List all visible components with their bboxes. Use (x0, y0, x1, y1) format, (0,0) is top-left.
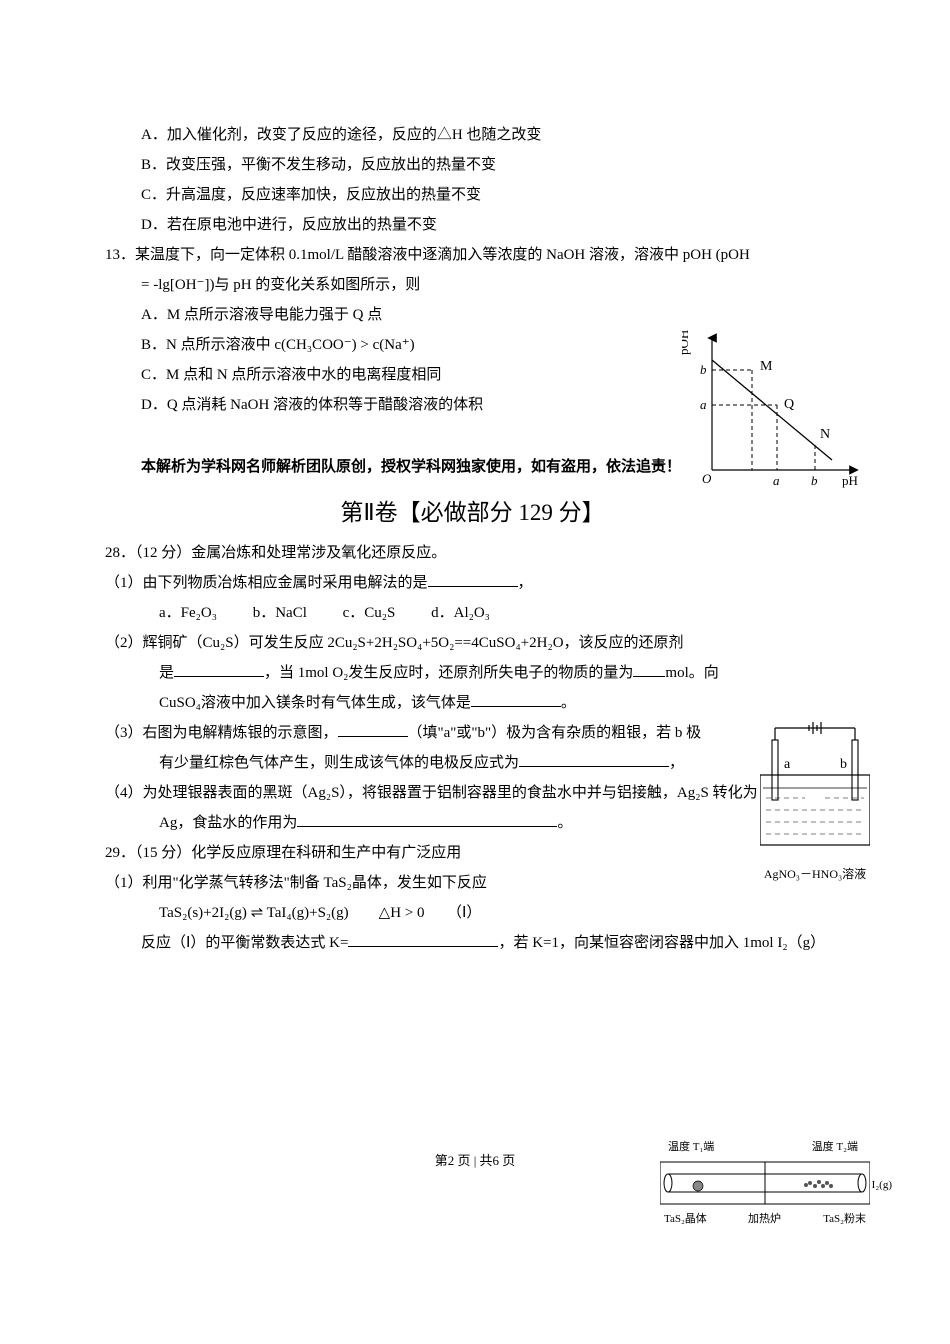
blank (338, 721, 408, 737)
choice-d: d．Al₂O₃ (431, 598, 490, 628)
furnace-mid-bot: 加热炉 (748, 1208, 781, 1230)
blank (297, 811, 557, 827)
blank (174, 661, 264, 677)
q28-choices: a．Fe₂O₃ b．NaCl c．Cu₂S d．Al₂O₃ (105, 598, 840, 628)
q28-p3a: （3）右图为电解精炼银的示意图， (105, 725, 338, 741)
blank (471, 691, 561, 707)
q13-stem-1: 13．某温度下，向一定体积 0.1mol/L 醋酸溶液中逐滴加入等浓度的 NaO… (105, 240, 840, 270)
q12-option-b: B．改变压强，平衡不发生移动，反应放出的热量不变 (105, 150, 840, 180)
q28-p4b: Ag，食盐水的作用为 (159, 815, 297, 831)
q28-part1: （1）由下列物质冶炼相应金属时采用电解法的是 ， (105, 568, 840, 598)
page-footer: 第2 页 | 共6 页 (0, 1148, 950, 1174)
q28-p2-line1: （2）辉铜矿（Cu₂S）可发生反应 2Cu₂S+2H₂SO₄+5O₂==4CuS… (105, 628, 840, 658)
q29-eq: TaS₂(s)+2I₂(g) ⇌ TaI₄(g)+S₂(g) △H > 0 （Ⅰ… (105, 898, 840, 928)
tick-a-x: a (773, 473, 780, 488)
apparatus-caption: AgNO₃－HNO₃溶液 (740, 862, 890, 886)
q29-p1c: ，若 K=1，向某恒容密闭容器中加入 1mol I₂（g） (498, 935, 825, 951)
q28-p3-line2: 有少量红棕色气体产生，则生成该气体的电极反应式为 ， (105, 748, 840, 778)
q12-option-c: C．升高温度，反应速率加快，反应放出的热量不变 (105, 180, 840, 210)
electrolysis-apparatus-icon: a b (760, 720, 870, 860)
q28-p2e: CuSO₄溶液中加入镁条时有气体生成，该气体是 (159, 695, 471, 711)
q29-p1b: 反应（Ⅰ）的平衡常数表达式 K= (141, 935, 348, 951)
blank (348, 931, 498, 947)
q29-p1a: （1）利用"化学蒸气转移法"制备 TaS₂晶体，发生如下反应 (105, 868, 840, 898)
point-n: N (820, 427, 830, 442)
choice-c: c．Cu₂S (343, 598, 396, 628)
q28-p2-line2: 是 ，当 1mol O₂发生反应时，还原剂所失电子的物质的量为 mol。向 (105, 658, 840, 688)
q28-p2f: 。 (561, 695, 576, 711)
q28-p4-line1: （4）为处理银器表面的黑斑（Ag₂S），将银器置于铝制容器里的食盐水中并与铝接触… (105, 778, 840, 808)
q28-p2c: ，当 1mol O₂发生反应时，还原剂所失电子的物质的量为 (264, 665, 633, 681)
q28-p3-line1: （3）右图为电解精炼银的示意图， （填"a"或"b"）极为含有杂质的粗银，若 b … (105, 718, 840, 748)
q12-option-a: A．加入催化剂，改变了反应的途径，反应的△H 也随之改变 (105, 120, 840, 150)
electrode-b-label: b (840, 757, 847, 772)
q13-stem-2: = -lg[OH⁻])与 pH 的变化关系如图所示，则 (105, 270, 840, 300)
point-m: M (760, 359, 773, 374)
tick-b-y: b (700, 362, 707, 377)
q28-p3c: 有少量红棕色气体产生，则生成该气体的电极反应式为 (159, 755, 519, 771)
choice-b: b．NaCl (253, 598, 307, 628)
electrode-a-label: a (784, 757, 791, 772)
tick-a-y: a (700, 397, 707, 412)
section-title: 第Ⅱ卷【必做部分 129 分】 (105, 490, 840, 536)
blank (428, 571, 518, 587)
y-axis-label: pOH (682, 330, 691, 355)
q29-p1-line2: 反应（Ⅰ）的平衡常数表达式 K= ，若 K=1，向某恒容密闭容器中加入 1mol … (105, 928, 840, 958)
q13-option-a: A．M 点所示溶液导电能力强于 Q 点 (105, 300, 840, 330)
q29-stem: 29．（15 分）化学反应原理在科研和生产中有广泛应用 (105, 838, 840, 868)
q28-p2d: mol。向 (665, 665, 718, 681)
q28-p2-line3: CuSO₄溶液中加入镁条时有气体生成，该气体是 。 (105, 688, 840, 718)
blank (633, 661, 665, 677)
furnace-right-bot: TaS₂粉末 (823, 1208, 866, 1230)
q28-p1-text-b: ， (518, 575, 533, 591)
q28-p4c: 。 (557, 815, 572, 831)
choice-a: a．Fe₂O₃ (159, 598, 217, 628)
q28-p2b: 是 (159, 665, 174, 681)
q28-stem: 28．（12 分）金属冶炼和处理常涉及氧化还原反应。 (105, 538, 840, 568)
x-axis-label: pH (842, 473, 858, 488)
tick-b-x: b (811, 473, 818, 488)
blank (519, 751, 669, 767)
furnace-left-bot: TaS₂晶体 (664, 1208, 707, 1230)
furnace-i2: I₂(g) (872, 1174, 892, 1196)
q28-p1-text-a: （1）由下列物质冶炼相应金属时采用电解法的是 (105, 575, 428, 591)
q13-graph: pOH pH b a M Q N a b O (682, 330, 862, 490)
point-q: Q (784, 397, 794, 412)
q28-p4-line2: Ag，食盐水的作用为 。 (105, 808, 840, 838)
origin-o: O (702, 471, 712, 486)
q28-p3d: ， (669, 755, 684, 771)
q12-option-d: D．若在原电池中进行，反应放出的热量不变 (105, 210, 840, 240)
q28-p3b: （填"a"或"b"）极为含有杂质的粗银，若 b 极 (408, 725, 702, 741)
